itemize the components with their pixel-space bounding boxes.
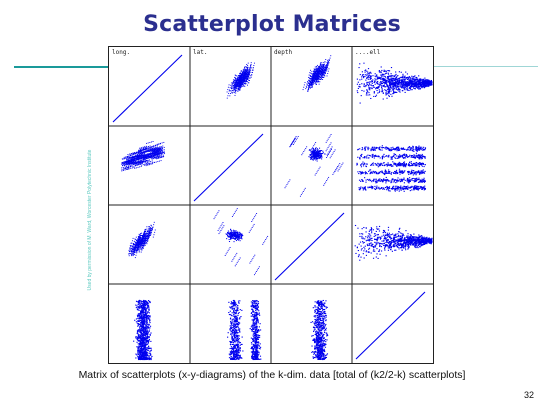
matrix-cell-1-0 (121, 141, 166, 172)
slide-caption: Matrix of scatterplots (x-y-diagrams) of… (78, 369, 466, 381)
variable-label: depth (274, 49, 292, 56)
side-credit: Used by permission of M. Ward, Worcester… (87, 149, 93, 291)
matrix-cell-1-3 (356, 145, 427, 192)
matrix-cell-3-3 (355, 291, 426, 360)
matrix-cell-2-3 (354, 224, 433, 261)
matrix-cell-3-1 (227, 299, 262, 361)
matrix-cell-0-0 (112, 54, 183, 123)
matrix-cell-1-2 (284, 133, 344, 197)
accent-rule-right (428, 66, 538, 67)
matrix-cell-0-3 (356, 62, 433, 104)
scatterplot-matrix-svg: long. lat. depth ....ell (109, 47, 433, 363)
matrix-cell-1-1 (193, 133, 264, 202)
matrix-cell-3-2 (310, 299, 329, 361)
matrix-cell-0-1 (226, 62, 255, 99)
variable-label: long. (112, 49, 130, 56)
variable-label: ....ell (355, 49, 381, 56)
matrix-cell-3-0 (133, 299, 153, 361)
variable-label: lat. (193, 49, 207, 56)
matrix-cell-2-1 (213, 208, 269, 276)
matrix-cell-2-2 (274, 212, 345, 281)
scatterplot-matrix: long. lat. depth ....ell (108, 46, 434, 364)
slide-title: Scatterplot Matrices (143, 12, 401, 37)
page-number: 32 (523, 390, 534, 400)
matrix-cell-0-2 (302, 55, 332, 92)
accent-rule-left (14, 66, 110, 68)
matrix-cell-2-0 (128, 221, 156, 259)
